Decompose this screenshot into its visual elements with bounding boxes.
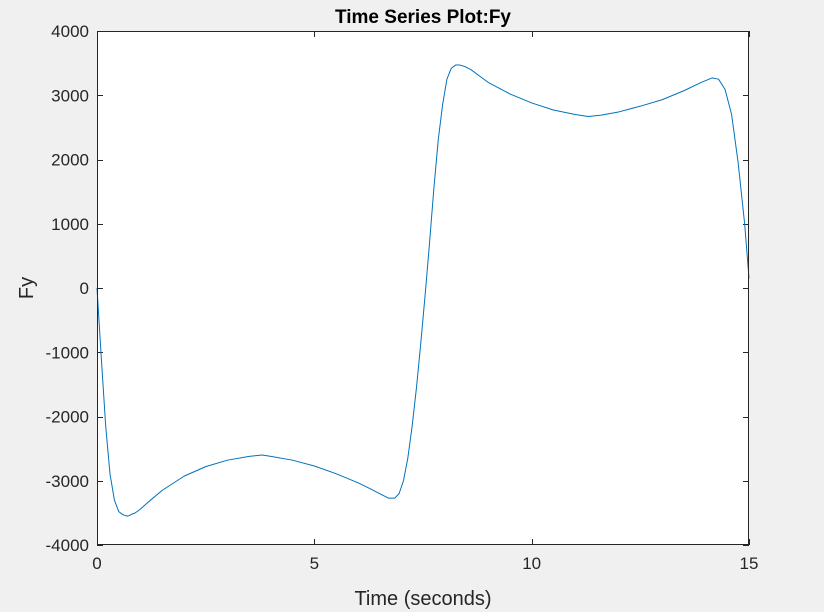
series-line	[96, 64, 750, 517]
x-axis-label: Time (seconds)	[354, 588, 491, 610]
y-tick-label: -1000	[46, 343, 89, 362]
y-tick-label: 2000	[51, 151, 89, 170]
x-tick-label: 0	[92, 554, 101, 573]
x-tick-label: 10	[522, 554, 541, 573]
y-tick-label: 3000	[51, 86, 89, 105]
y-tick-label: -2000	[46, 408, 89, 427]
plot-area	[97, 31, 749, 545]
plot-box	[97, 31, 749, 545]
y-axis-label: Fy	[16, 277, 38, 299]
x-tick-label: 5	[310, 554, 319, 573]
y-tick-label: -3000	[46, 472, 89, 491]
y-tick-label: 4000	[51, 22, 89, 41]
y-tick-label: 1000	[51, 215, 89, 234]
x-tick-label: 15	[740, 554, 759, 573]
y-tick-label: -4000	[46, 536, 89, 555]
chart-title: Time Series Plot:Fy	[335, 7, 511, 28]
y-tick-label: 0	[80, 279, 89, 298]
